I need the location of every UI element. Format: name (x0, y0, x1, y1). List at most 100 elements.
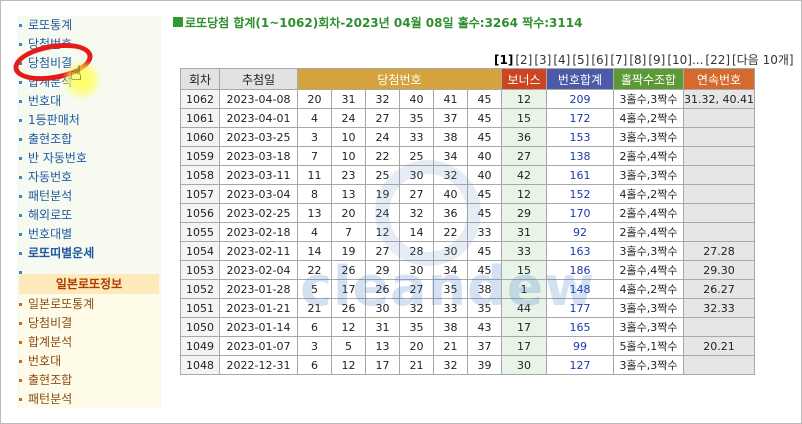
japan-lotto-header: 일본로또정보 (19, 274, 159, 294)
bullet-icon (19, 157, 22, 160)
cell-date: 2023-01-21 (219, 298, 298, 318)
cell-number: 13 (297, 203, 332, 223)
cell-sum: 209 (546, 89, 614, 109)
bullet-icon (19, 252, 22, 255)
page-link-4[interactable]: [4] (553, 53, 571, 67)
header-consecutive: 연속번호 (683, 68, 755, 90)
table-row: 1048 2022-12-31 6 12 17 21 32 39 30 127 3홀수,3짝수 (180, 355, 755, 375)
cell-number: 4 (297, 108, 332, 128)
cell-round: 1048 (180, 355, 220, 375)
bullet-icon (19, 379, 22, 382)
sidebar-item-winning-secret[interactable]: 당첨비결 (19, 54, 72, 72)
cell-number: 31 (331, 89, 366, 109)
page-link-3[interactable]: [3] (534, 53, 552, 67)
page-link-2[interactable]: [2] (515, 53, 533, 67)
cell-odd-even: 3홀수,3짝수 (613, 165, 684, 185)
cell-bonus: 17 (501, 336, 547, 356)
sidebar-item-jp-secret[interactable]: 당첨비결 (19, 314, 72, 332)
cell-odd-even: 4홀수,2짝수 (613, 279, 684, 299)
page-link-7[interactable]: [7] (610, 53, 628, 67)
cell-date: 2023-02-25 (219, 203, 298, 223)
cell-round: 1057 (180, 184, 220, 204)
cell-number: 24 (331, 108, 366, 128)
sidebar-item-number-range[interactable]: 번호대 (19, 92, 61, 110)
cell-number: 35 (399, 317, 434, 337)
sidebar-item-label: 1등판매처 (28, 113, 80, 127)
cell-odd-even: 3홀수,3짝수 (613, 89, 684, 109)
cell-odd-even: 3홀수,3짝수 (613, 127, 684, 147)
cell-number: 6 (297, 317, 332, 337)
sidebar-item-overseas[interactable]: 해외로또 (19, 206, 72, 224)
cell-sum: 127 (546, 355, 614, 375)
sidebar-item-jp-sum[interactable]: 합계분석 (19, 333, 72, 351)
sidebar-item-pattern[interactable]: 패턴분석 (19, 187, 72, 205)
sidebar-item-blank[interactable] (19, 263, 28, 281)
bullet-icon (19, 195, 22, 198)
cell-consecutive: 27.28 (683, 241, 755, 261)
table-row: 1061 2023-04-01 4 24 27 35 37 45 15 172 4홀수,2짝수 (180, 108, 755, 128)
page-link-5[interactable]: [5] (572, 53, 590, 67)
page-link-8[interactable]: [8] (629, 53, 647, 67)
cell-number: 10 (331, 146, 366, 166)
cell-round: 1056 (180, 203, 220, 223)
sidebar-item-jp-combo[interactable]: 출현조합 (19, 371, 72, 389)
cell-sum: 161 (546, 165, 614, 185)
cell-number: 23 (331, 165, 366, 185)
page-link-10[interactable]: [10]... (667, 53, 704, 67)
cell-round: 1054 (180, 241, 220, 261)
cell-odd-even: 3홀수,3짝수 (613, 241, 684, 261)
page-link-22[interactable]: [22] (705, 53, 731, 67)
cell-consecutive: 26.27 (683, 279, 755, 299)
cell-number: 5 (331, 336, 366, 356)
cell-round: 1055 (180, 222, 220, 242)
cell-round: 1058 (180, 165, 220, 185)
page-link-6[interactable]: [6] (591, 53, 609, 67)
bullet-icon (19, 176, 22, 179)
cell-round: 1052 (180, 279, 220, 299)
cell-number: 12 (331, 355, 366, 375)
cell-odd-even: 2홀수,4짝수 (613, 222, 684, 242)
cell-number: 17 (365, 355, 400, 375)
sidebar-item-winning-numbers[interactable]: 당첨번호 (19, 35, 72, 53)
cell-round: 1060 (180, 127, 220, 147)
header-date: 추첨일 (219, 68, 298, 90)
sidebar-item-by-range[interactable]: 번호대별 (19, 225, 72, 243)
sidebar-item-label: 자동번호 (28, 170, 73, 184)
sidebar-item-lotto-stats[interactable]: 로또통계 (19, 16, 72, 34)
cell-number: 27 (399, 279, 434, 299)
sidebar-item-sum-analysis[interactable]: 합계분석 (19, 73, 72, 91)
sidebar-item-auto[interactable]: 자동번호 (19, 168, 72, 186)
cell-number: 29 (365, 260, 400, 280)
sidebar-item-jp-range[interactable]: 번호대 (19, 352, 61, 370)
cell-number: 37 (467, 336, 502, 356)
sidebar-item-label: 당첨번호 (28, 37, 73, 51)
header-bonus: 보너스 (501, 68, 547, 90)
cell-number: 27 (365, 108, 400, 128)
cell-number: 26 (331, 298, 366, 318)
table-row: 1050 2023-01-14 6 12 31 35 38 43 17 165 3홀수,3짝수 (180, 317, 755, 337)
cell-consecutive: 29.30 (683, 260, 755, 280)
page-link-9[interactable]: [9] (648, 53, 666, 67)
sidebar-item-semi-auto[interactable]: 반 자동번호 (19, 149, 87, 167)
cell-date: 2023-01-07 (219, 336, 298, 356)
page-title: 로또당첨 합계(1~1062)회차-2023년 04월 08일 홀수:3264 … (173, 14, 582, 31)
cell-sum: 153 (546, 127, 614, 147)
cell-odd-even: 2홀수,4짝수 (613, 146, 684, 166)
bullet-icon (19, 100, 22, 103)
sidebar-item-appearance-combo[interactable]: 출현조합 (19, 130, 72, 148)
sidebar-item-jp-pattern[interactable]: 패턴분석 (19, 390, 72, 408)
japan-lotto-menu (19, 294, 159, 408)
cell-number: 21 (297, 298, 332, 318)
sidebar-item-jp-stats[interactable]: 일본로또통계 (19, 295, 94, 313)
cell-number: 12 (331, 317, 366, 337)
cell-date: 2023-04-01 (219, 108, 298, 128)
bullet-icon (19, 62, 22, 65)
sidebar-item-zodiac-fortune[interactable]: 로또띠별운세 (19, 244, 94, 262)
next-10-pages-link[interactable]: [다음 10개] (732, 53, 794, 67)
bullet-icon (19, 81, 22, 84)
sidebar-item-first-prize-stores[interactable]: 1등판매처 (19, 111, 80, 129)
cell-number: 45 (467, 89, 502, 109)
cell-bonus: 15 (501, 260, 547, 280)
sidebar-item-label: 출현조합 (28, 373, 73, 387)
page-link-1[interactable]: [1] (494, 53, 514, 67)
